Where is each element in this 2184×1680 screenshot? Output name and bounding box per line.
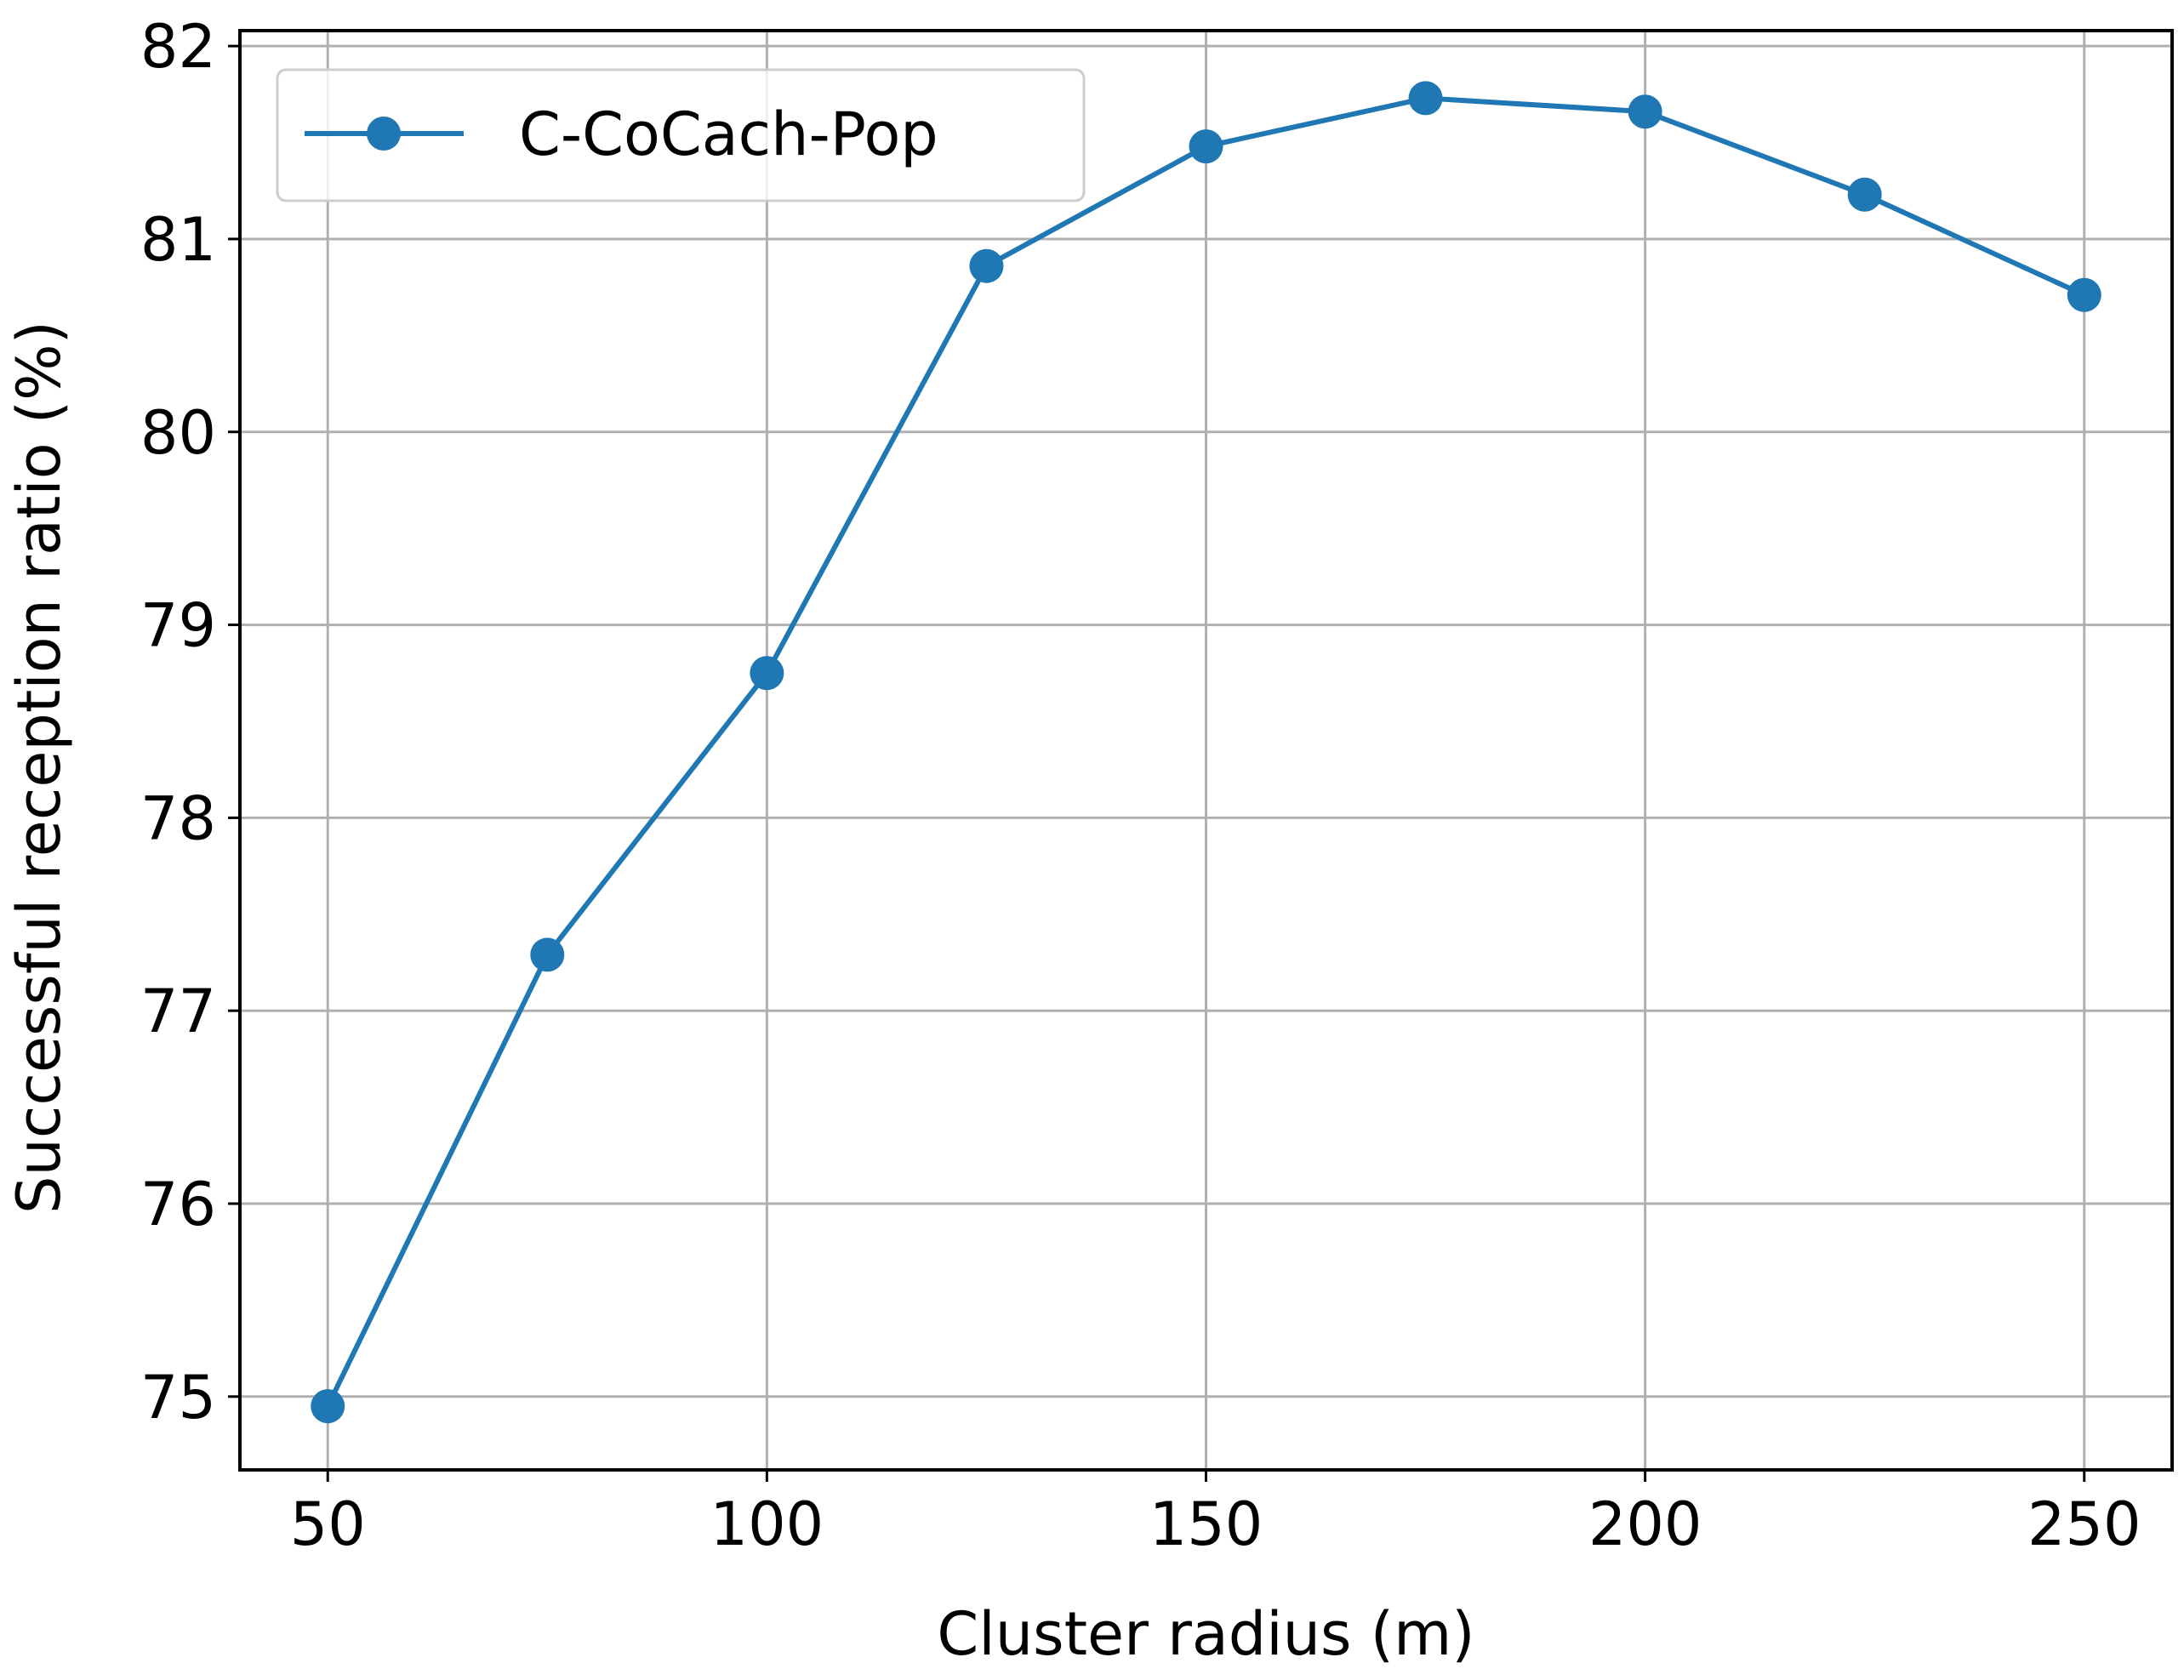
x-tick-label: 150 (1149, 1489, 1263, 1559)
data-point (1408, 81, 1443, 116)
axis-ticks: 50 100 150 200 250 75 76 77 78 79 80 81 82 (140, 12, 2141, 1559)
y-tick-label: 82 (140, 12, 216, 82)
data-point (750, 656, 784, 691)
data-point (311, 1389, 345, 1424)
data-point (2067, 277, 2101, 312)
y-tick-label: 81 (140, 205, 216, 275)
x-tick-label: 250 (2027, 1489, 2141, 1559)
y-tick-label: 79 (140, 591, 216, 661)
legend-marker-swatch (367, 117, 401, 151)
data-point (969, 248, 1004, 283)
x-tick-label: 200 (1588, 1489, 1702, 1559)
x-tick-label: 100 (710, 1489, 824, 1559)
x-axis-title: Cluster radius (m) (937, 1599, 1474, 1669)
legend-box (276, 68, 1086, 202)
series-layer (311, 81, 2101, 1424)
y-tick-label: 77 (140, 977, 216, 1046)
y-tick-label: 75 (140, 1363, 216, 1432)
x-tick-label: 50 (290, 1489, 366, 1559)
data-point (1189, 129, 1223, 164)
data-point (1847, 177, 1882, 212)
legend: C-CoCach-Pop (276, 68, 1086, 202)
data-point (530, 937, 565, 972)
data-point (1628, 94, 1662, 129)
y-tick-label: 76 (140, 1170, 216, 1239)
y-tick-label: 78 (140, 783, 216, 853)
y-tick-label: 80 (140, 398, 216, 468)
legend-label-c-cocach-pop: C-CoCach-Pop (519, 100, 938, 169)
grid-lines (240, 31, 2172, 1470)
y-axis-title: Successful reception ratio (%) (4, 321, 74, 1214)
